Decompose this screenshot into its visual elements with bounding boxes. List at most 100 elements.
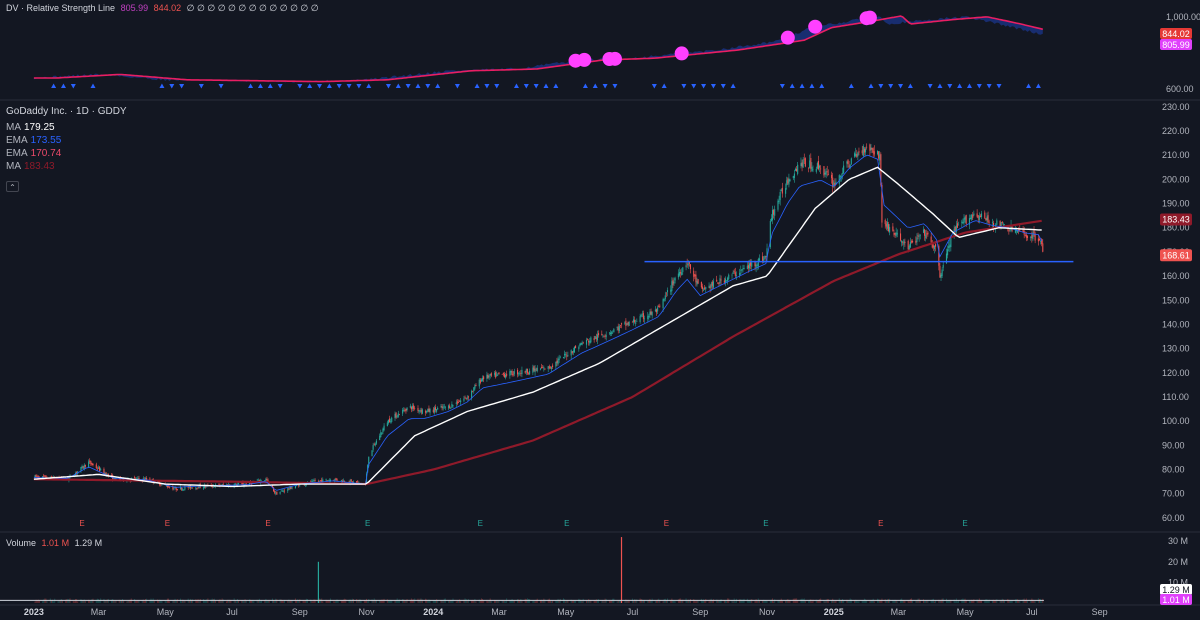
volume-bar [228,599,230,603]
volume-bar [635,599,637,603]
candle-body [754,261,756,267]
volume-bar [991,599,993,603]
volume-bar [437,599,439,603]
volume-bar [328,600,330,603]
x-tick-label: 2024 [423,607,443,617]
candle-body [918,236,920,237]
candle-body [666,290,669,293]
candle-body [187,486,189,488]
candle-body [910,241,913,243]
ma200-price-badge [1160,213,1192,226]
volume-bar [433,600,435,603]
volume-bar [261,600,263,603]
volume-bar [382,599,384,603]
volume-bar [212,599,214,603]
candle-body [817,160,820,170]
candle-body [773,209,775,215]
candle-body [838,175,840,184]
candle-body [640,314,642,317]
volume-bar [510,600,512,603]
volume-bar [128,599,130,603]
volume-bar [654,601,656,603]
volume-bar [192,599,194,603]
candle-body [789,179,791,181]
volume-bar [987,600,989,603]
volume-bar [197,598,199,603]
volume-bar [769,600,771,603]
volume-bar [326,600,328,603]
collapse-legend-button[interactable]: ⌃ [6,181,19,192]
volume-bar [306,599,308,603]
volume-bar [313,599,315,603]
volume-bar [513,600,515,603]
y-tick-label: 130.00 [1162,344,1190,354]
candle-body [427,408,429,412]
candle-body [340,479,342,481]
volume-bar [948,600,950,603]
volume-bar [984,600,986,603]
indicator-value: 179.25 [24,122,55,133]
candle-body [329,479,332,481]
candle-body [933,245,936,250]
volume-bar [371,599,373,603]
volume-bar [175,600,177,603]
volume-bar [971,599,973,603]
volume-bar [693,599,695,603]
volume-bar [1011,600,1013,603]
candle-body [368,456,370,467]
candle-body [589,340,591,344]
volume-bar [968,600,970,603]
rs-signal-marker [356,84,362,89]
x-tick-label: Nov [759,607,776,617]
volume-bar [494,599,496,603]
candle-body [113,477,115,480]
candle-body [312,480,314,482]
candle-body [770,218,772,222]
volume-bar [81,600,83,603]
candle-body [643,318,646,320]
candle-body [510,370,512,373]
candle-body [750,262,752,266]
volume-bar [616,601,618,603]
volume-bar [440,600,442,603]
volume-bar [195,599,197,603]
volume-bar [244,599,246,603]
volume-bar [314,599,316,603]
candle-body [705,287,707,290]
volume-bar [854,600,856,603]
candle-body [356,481,358,483]
earnings-marker: E [878,519,883,528]
volume-bar [972,600,974,603]
candle-body [552,365,554,367]
volume-bar [84,601,86,603]
indicator-value: 170.74 [30,148,62,159]
candle-body [835,181,837,184]
candle-body [995,224,997,229]
volume-badge-upper [1160,584,1192,595]
volume-bar [578,598,580,603]
x-tick-label: Jul [1026,607,1038,617]
candle-body [585,339,588,345]
rs-legend: DV · Relative Strength Line 805.99 844.0… [6,2,322,15]
volume-bar [1032,599,1034,603]
candle-body [726,280,728,282]
volume-bar [926,600,928,603]
volume-bar [686,600,688,603]
candle-body [746,265,748,269]
volume-bar [441,599,443,603]
candle-body [166,485,168,488]
candle-body [665,293,667,295]
candle-body [863,148,865,153]
candle-body [1024,234,1026,236]
volume-bar [264,600,266,603]
candle-body [334,478,336,482]
volume-bar [138,600,140,603]
candle-body [557,359,559,365]
candle-body [381,432,383,434]
candle-body [810,158,812,169]
candle-body [241,482,243,484]
volume-bar [238,600,240,603]
volume-bar [532,600,534,603]
volume-bar [842,599,844,603]
